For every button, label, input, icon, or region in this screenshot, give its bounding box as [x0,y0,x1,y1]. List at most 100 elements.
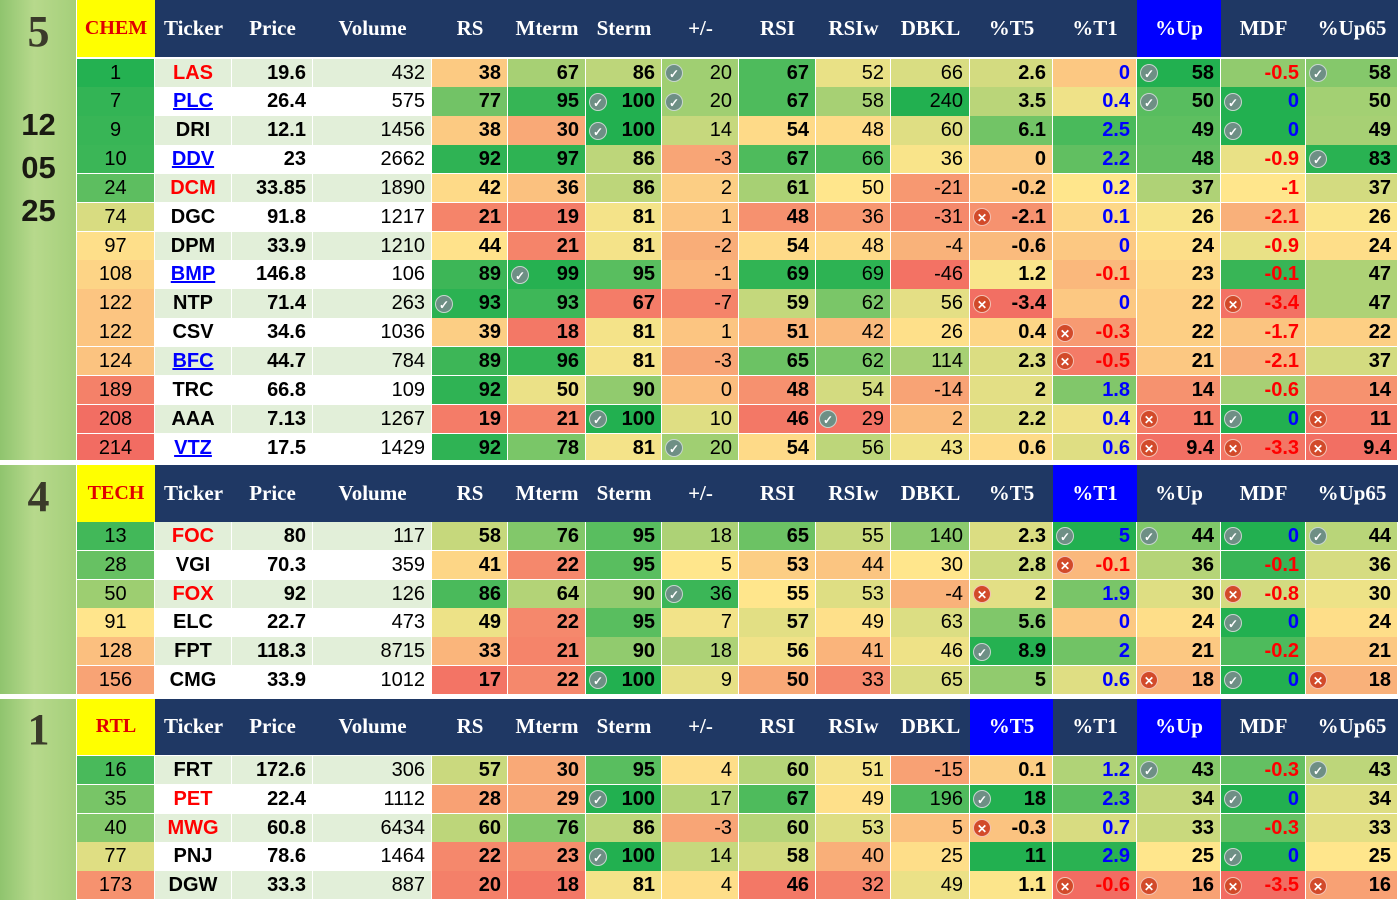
ticker-cell[interactable]: BMP [155,260,232,290]
change-cell: 2 [662,173,739,204]
ticker-cell[interactable]: DGC [155,202,232,233]
column-header-price[interactable]: Price [232,698,313,755]
column-header-price[interactable]: Price [232,465,313,522]
column-header-rsiw[interactable]: RSIw [816,0,891,57]
change-value: -1 [714,263,732,286]
mterm-cell: 76 [508,813,586,843]
ticker-cell[interactable]: DRI [155,116,232,146]
column-header-volume[interactable]: Volume [313,465,432,522]
column-header-up[interactable]: %Up [1137,0,1221,57]
sector-label[interactable]: TECH [77,465,155,522]
ticker-cell[interactable]: PLC [155,87,232,117]
volume-value: 1890 [380,176,426,199]
rank-value: 122 [98,321,133,344]
column-header-up65[interactable]: %Up65 [1306,465,1398,522]
column-header-rsiw[interactable]: RSIw [816,698,891,755]
ticker-cell[interactable]: CMG [155,666,232,696]
column-header-mdf[interactable]: MDF [1221,0,1306,57]
column-header-t1[interactable]: %T1 [1053,465,1137,522]
column-header-rsi[interactable]: RSI [739,465,816,522]
column-header-mterm[interactable]: Mterm [508,698,586,755]
column-header-rs[interactable]: RS [432,465,508,522]
volume-cell: 1890 [313,173,432,204]
ticker-cell[interactable]: FRT [155,756,232,786]
column-header-ticker[interactable]: Ticker [155,698,232,755]
sector-label[interactable]: RTL [77,698,155,755]
up-cell: 36 [1137,550,1221,581]
column-header-mterm[interactable]: Mterm [508,0,586,57]
column-header-price[interactable]: Price [232,0,313,57]
column-header-rsiw[interactable]: RSIw [816,465,891,522]
sector-side-panel: 5 12 05 25 [0,0,77,463]
column-header-t5[interactable]: %T5 [970,465,1053,522]
column-header-sterm[interactable]: Sterm [586,698,662,755]
ticker-cell[interactable]: DDV [155,145,232,175]
column-header-dbkl[interactable]: DBKL [891,0,970,57]
t1-cell: 2.9 [1053,842,1137,872]
ticker-cell[interactable]: FPT [155,637,232,667]
column-header-up[interactable]: %Up [1137,698,1221,755]
sterm-cell: 95 [586,550,662,581]
ticker-cell[interactable]: DGW [155,871,232,901]
column-header-mdf[interactable]: MDF [1221,698,1306,755]
ticker-cell[interactable]: VGI [155,550,232,581]
ticker-cell[interactable]: ELC [155,608,232,638]
ticker-cell[interactable]: LAS [155,58,232,88]
column-header-up[interactable]: %Up [1137,465,1221,522]
ticker-cell[interactable]: NTP [155,289,232,319]
column-header-dbkl[interactable]: DBKL [891,698,970,755]
column-header-change[interactable]: +/- [662,465,739,522]
volume-cell: 432 [313,58,432,88]
up-value: 22 [1191,321,1214,344]
column-header-dbkl[interactable]: DBKL [891,465,970,522]
t1-cell: -0.6 ✕ [1053,871,1137,901]
sector-label[interactable]: CHEM [77,0,155,57]
column-header-t1[interactable]: %T1 [1053,0,1137,57]
rank-value: 10 [104,148,127,171]
column-header-change[interactable]: +/- [662,698,739,755]
rs-cell: 58 [432,522,508,552]
column-header-t5[interactable]: %T5 [970,0,1053,57]
column-header-t1[interactable]: %T1 [1053,698,1137,755]
rsiw-cell: 58 [816,87,891,117]
price-cell: 60.8 [232,813,313,843]
ticker-cell[interactable]: FOX [155,579,232,609]
ticker-cell[interactable]: DPM [155,231,232,261]
ticker-value: FOC [171,525,215,547]
up65-value: 47 [1368,263,1391,286]
rsiw-value: 50 [861,176,884,199]
mdf-value: 0 [1287,845,1299,868]
column-header-rs[interactable]: RS [432,698,508,755]
column-header-rs[interactable]: RS [432,0,508,57]
column-header-volume[interactable]: Volume [313,0,432,57]
column-header-up65[interactable]: %Up65 [1306,0,1398,57]
column-header-ticker[interactable]: Ticker [155,0,232,57]
ticker-cell[interactable]: BFC [155,347,232,377]
column-header-mterm[interactable]: Mterm [508,465,586,522]
column-header-rsi[interactable]: RSI [739,698,816,755]
rs-cell: 21 [432,202,508,233]
t1-value: -0.1 [1095,263,1130,286]
dbkl-cell: 36 [891,145,970,175]
column-header-ticker[interactable]: Ticker [155,465,232,522]
up65-cell: 11 ✕ [1306,404,1398,435]
ticker-cell[interactable]: CSV [155,318,232,348]
ticker-cell[interactable]: DCM [155,173,232,204]
price-cell: 23 [232,145,313,175]
column-header-change[interactable]: +/- [662,0,739,57]
column-header-mdf[interactable]: MDF [1221,465,1306,522]
column-header-t5[interactable]: %T5 [970,698,1053,755]
ticker-cell[interactable]: MWG [155,813,232,843]
column-header-volume[interactable]: Volume [313,698,432,755]
ticker-cell[interactable]: PNJ [155,842,232,872]
ticker-cell[interactable]: PET [155,784,232,815]
ticker-cell[interactable]: FOC [155,522,232,552]
column-header-up65[interactable]: %Up65 [1306,698,1398,755]
ticker-cell[interactable]: TRC [155,375,232,406]
column-header-sterm[interactable]: Sterm [586,0,662,57]
ticker-cell[interactable]: VTZ [155,433,232,463]
column-header-sterm[interactable]: Sterm [586,465,662,522]
column-header-rsi[interactable]: RSI [739,0,816,57]
ticker-cell[interactable]: AAA [155,404,232,435]
dbkl-value: 30 [940,553,963,576]
